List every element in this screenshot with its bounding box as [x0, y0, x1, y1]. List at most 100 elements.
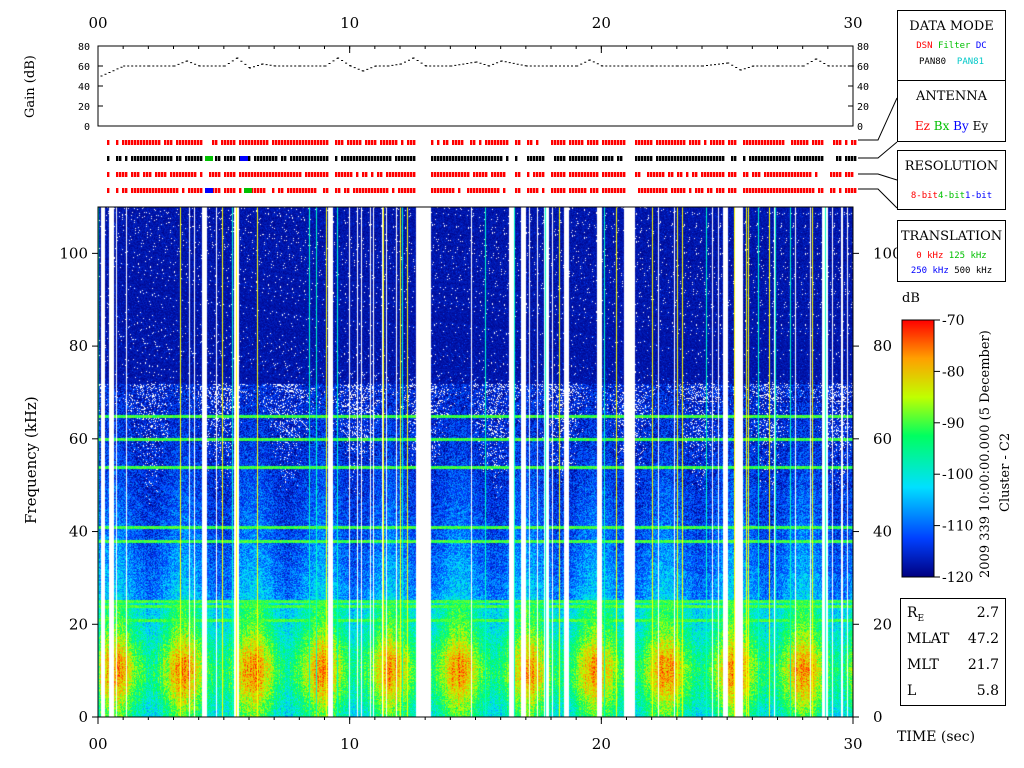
ephemeris-l-value: 5.8 [976, 683, 999, 699]
antenna-title: ANTENNA [915, 89, 988, 104]
legend-connector-line [858, 188, 898, 209]
spec-ytick-label-right: 80 [873, 337, 892, 355]
colorbar-gradient [901, 319, 935, 578]
gain-ytick-label: 80 [78, 42, 90, 53]
spec-ytick-label-right: 100 [873, 244, 902, 262]
spec-ylabel: Frequency (kHz) [22, 396, 40, 524]
ephemeris-l: L 5.8 [907, 683, 999, 699]
colorbar-tick-label: -120 [942, 570, 973, 586]
top-xtick-label: 20 [592, 14, 611, 32]
data-mode-pan81: PAN81 [956, 57, 985, 67]
colorbar-unit: dB [902, 291, 920, 306]
data-mode-filter: Filter [937, 41, 971, 51]
ephemeris-mlat-value: 47.2 [967, 631, 999, 647]
spec-ytick-label-right: 20 [873, 615, 892, 633]
status-row-blocks [107, 188, 857, 193]
gain-trace [100, 57, 854, 77]
translation-500khz: 500 kHz [954, 266, 993, 276]
status-row-blocks [107, 140, 857, 145]
spec-ytick-label: 100 [59, 244, 88, 262]
ephemeris-mlat-label: MLAT [907, 631, 950, 647]
resolution-legend: RESOLUTION 8-bit4-bit1-bit [897, 150, 1006, 210]
status-row-antenna [107, 156, 857, 161]
ephemeris-l-label: L [907, 683, 917, 699]
spec-ytick-label-right: 0 [873, 708, 883, 726]
gain-plot-frame [97, 45, 854, 127]
side-caption-date: 2009 339 10:00:00.000 (5 December) [978, 330, 993, 578]
translation-legend: TRANSLATION 0 kHz 125 kHz 250 kHz 500 kH… [897, 220, 1006, 282]
status-row-resolution [107, 172, 854, 177]
time-axis-label: TIME (sec) [897, 729, 976, 745]
status-accent-blue [240, 156, 248, 161]
data-mode-pan80: PAN80 [918, 57, 947, 67]
top-xtick-label: 00 [88, 14, 107, 32]
ephemeris-re-sub: E [917, 613, 925, 624]
gain-ytick-label-right: 80 [857, 42, 869, 53]
antenna-ez: Ez [914, 119, 930, 133]
resolution-4bit: 4-bit [937, 191, 966, 201]
bottom-xtick-label: 10 [340, 735, 359, 753]
colorbar-tick-label: -70 [942, 313, 965, 329]
antenna-items: Ez Bx By Ey [898, 119, 1005, 133]
resolution-1bit: 1-bit [965, 191, 993, 201]
gain-ytick-label: 60 [78, 62, 90, 73]
bottom-xtick-label: 30 [843, 735, 862, 753]
status-row-data-mode [107, 140, 857, 145]
side-caption-spacecraft: Cluster - C2 [998, 432, 1013, 512]
data-mode-line2: PAN80 PAN81 [898, 57, 1005, 67]
status-accent-blue-2 [205, 188, 213, 193]
translation-125khz: 125 kHz [948, 251, 987, 261]
top-xtick-label: 30 [843, 14, 862, 32]
bottom-xtick-label: 20 [592, 735, 611, 753]
translation-line2: 250 kHz 500 kHz [898, 266, 1005, 276]
resolution-8bit: 8-bit [910, 191, 938, 201]
ephemeris-re-label: R [907, 605, 918, 621]
status-row-translation [107, 188, 857, 193]
status-row-blocks [107, 156, 857, 161]
translation-250khz: 250 kHz [910, 266, 949, 276]
colorbar-tick-label: -110 [942, 519, 973, 535]
spec-ytick-label: 20 [69, 615, 88, 633]
antenna-bx: Bx [933, 119, 950, 133]
translation-line1: 0 kHz 125 kHz [898, 251, 1005, 261]
ephemeris-box: RE 2.7 MLAT 47.2 MLT 21.7 L 5.8 [900, 598, 1006, 706]
ephemeris-re: RE 2.7 [907, 605, 999, 624]
status-accent-green-2 [244, 188, 252, 193]
ephemeris-re-value: 2.7 [976, 605, 999, 621]
ephemeris-mlat: MLAT 47.2 [907, 631, 999, 647]
colorbar: -70 -80 -90 -100 -110 -120 [901, 313, 973, 586]
resolution-title: RESOLUTION [904, 159, 999, 174]
ephemeris-mlt-value: 21.7 [967, 657, 999, 673]
colorbar-tick-label: -90 [942, 416, 965, 432]
ephemeris-mlt: MLT 21.7 [907, 657, 999, 673]
gain-ytick-label: 40 [78, 82, 90, 93]
spec-ytick-label-right: 40 [873, 523, 892, 541]
colorbar-tick-label: -80 [942, 364, 965, 380]
status-accent-green [205, 156, 213, 161]
gain-ytick-label-right: 0 [857, 122, 863, 133]
bottom-xtick-label: 00 [88, 735, 107, 753]
data-mode-title: DATA MODE [909, 19, 994, 34]
spec-ytick-label: 40 [69, 523, 88, 541]
spectrogram-image [98, 207, 853, 717]
antenna-legend: ANTENNA Ez Bx By Ey [897, 80, 1006, 142]
gain-ytick-label-right: 20 [857, 102, 869, 113]
antenna-ey: Ey [972, 119, 989, 133]
data-mode-line1: DSN Filter DC [898, 41, 1005, 51]
legend-connector-line [858, 173, 898, 181]
translation-title: TRANSLATION [900, 229, 1003, 244]
legend-connectors [858, 97, 898, 209]
status-row-blocks [107, 172, 854, 177]
gain-ytick-label-right: 40 [857, 82, 869, 93]
spec-ytick-label: 60 [69, 430, 88, 448]
gain-ylabel: Gain (dB) [23, 55, 38, 118]
antenna-by: By [953, 119, 969, 133]
status-bars-panel [107, 140, 857, 193]
data-mode-dc: DC [975, 41, 987, 51]
colorbar-tick-label: -100 [942, 467, 973, 483]
top-xtick-label: 10 [340, 14, 359, 32]
gain-ytick-label-right: 60 [857, 62, 869, 73]
spec-ytick-label: 80 [69, 337, 88, 355]
